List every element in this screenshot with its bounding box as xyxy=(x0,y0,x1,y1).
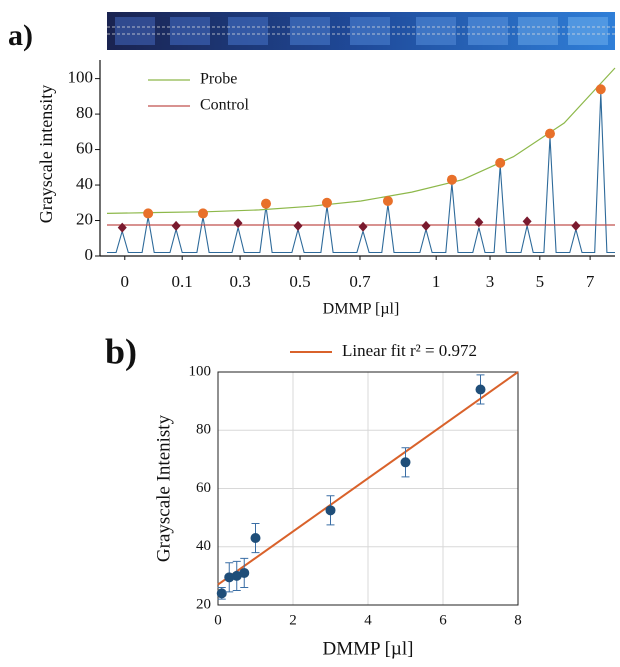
x-axis-label: DMMP [µl] xyxy=(323,301,400,318)
panel-label: b) xyxy=(105,331,137,371)
control-point xyxy=(474,217,484,228)
data-point xyxy=(595,84,606,95)
y-tick-label: 60 xyxy=(76,138,93,157)
x-tick-label: 8 xyxy=(514,612,522,628)
fit-line xyxy=(106,67,616,214)
y-tick-label: 40 xyxy=(76,174,93,193)
data-point xyxy=(321,197,332,208)
fit-line xyxy=(217,371,519,586)
y-axis-label: Grayscale Intenisty xyxy=(153,414,174,562)
x-tick-label: 3 xyxy=(486,272,495,291)
y-tick-label: 20 xyxy=(196,596,211,612)
control-point xyxy=(421,220,431,231)
data-point xyxy=(224,572,235,583)
data-point xyxy=(325,505,336,516)
y-axis-label: Grayscale intensity xyxy=(36,85,56,223)
control-point xyxy=(117,222,127,233)
intensity-trace xyxy=(107,92,615,254)
y-tick-label: 40 xyxy=(196,538,211,554)
control-point xyxy=(171,220,181,231)
data-point xyxy=(544,128,555,139)
data-point xyxy=(446,174,457,185)
x-tick-label: 0.7 xyxy=(349,272,371,291)
control-point xyxy=(358,221,368,232)
data-point xyxy=(231,570,242,581)
y-tick-label: 60 xyxy=(196,480,211,496)
data-point xyxy=(475,384,486,395)
data-point xyxy=(198,208,209,219)
x-tick-label: 0.5 xyxy=(289,272,310,291)
y-tick-label: 0 xyxy=(85,245,94,264)
plot-frame xyxy=(217,371,519,606)
control-point xyxy=(233,218,243,229)
y-tick-label: 100 xyxy=(189,363,212,379)
data-point xyxy=(250,533,261,544)
y-tick-label: 100 xyxy=(68,68,94,87)
y-tick-label: 80 xyxy=(196,422,211,438)
x-tick-label: 7 xyxy=(586,272,595,291)
data-point xyxy=(216,588,227,599)
panel-label: a) xyxy=(8,19,33,52)
control-point xyxy=(571,220,581,231)
control-point xyxy=(522,216,532,227)
x-tick-label: 0.1 xyxy=(172,272,193,291)
x-tick-label: 4 xyxy=(364,612,372,628)
control-point xyxy=(293,220,303,231)
x-tick-label: 0 xyxy=(121,272,130,291)
x-tick-label: 0.3 xyxy=(229,272,250,291)
image-strip xyxy=(107,12,615,50)
x-tick-label: 6 xyxy=(439,612,447,628)
data-point xyxy=(143,208,154,219)
legend-label: Probe xyxy=(200,71,237,88)
data-point xyxy=(382,196,393,207)
data-point xyxy=(239,567,250,578)
data-point xyxy=(261,198,272,209)
y-tick-label: 20 xyxy=(76,209,93,228)
x-tick-label: 1 xyxy=(432,272,441,291)
x-tick-label: 5 xyxy=(536,272,545,291)
y-tick-label: 80 xyxy=(76,103,93,122)
legend-label: Control xyxy=(200,97,249,114)
data-point xyxy=(495,157,506,168)
legend-label: Linear fit r² = 0.972 xyxy=(342,341,477,360)
data-point xyxy=(400,457,411,468)
x-tick-label: 2 xyxy=(289,612,297,628)
x-tick-label: 0 xyxy=(214,612,222,628)
x-axis-label: DMMP [µl] xyxy=(322,638,413,659)
